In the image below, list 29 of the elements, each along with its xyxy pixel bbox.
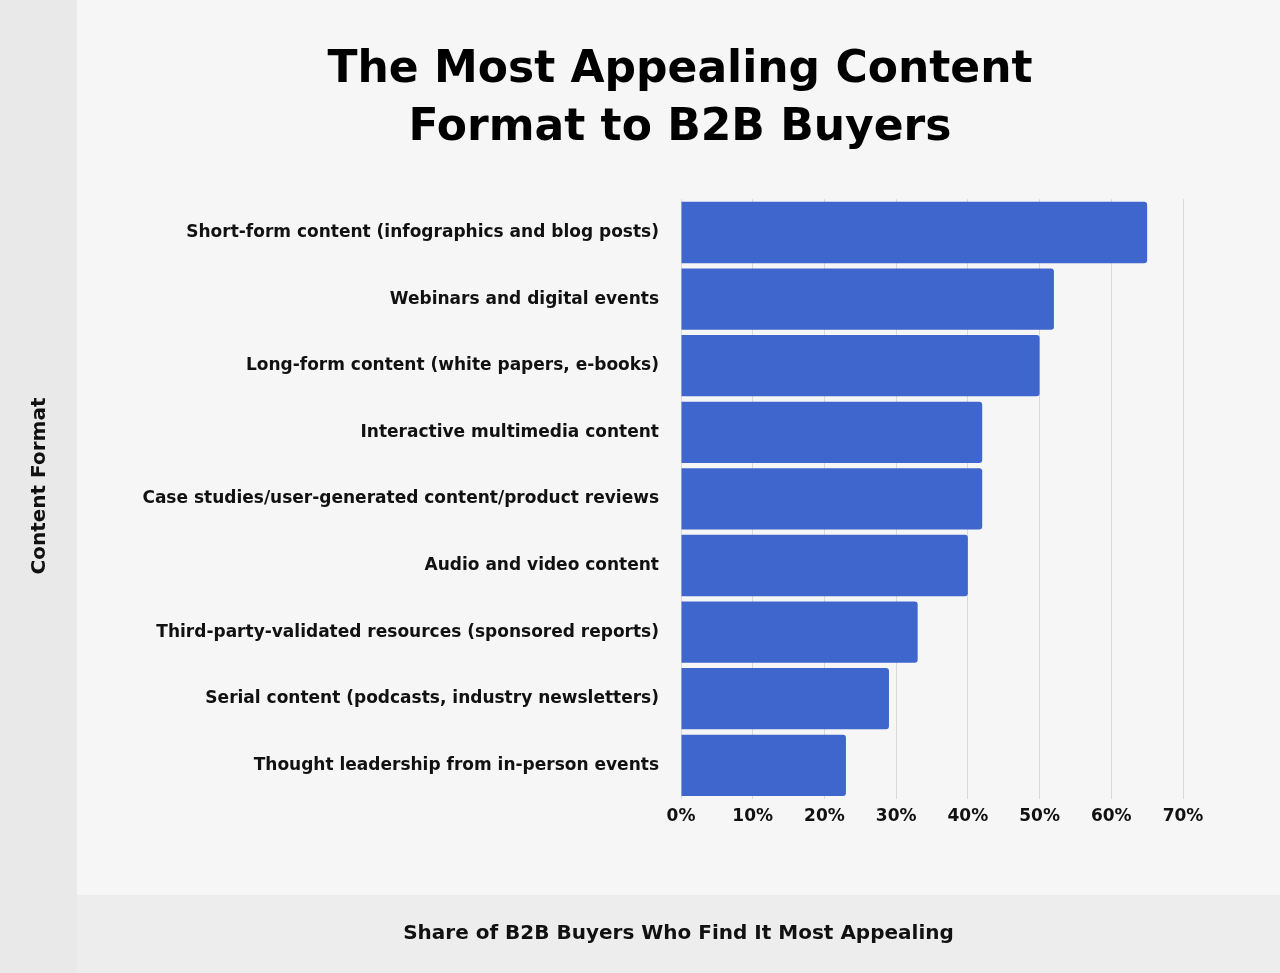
y-axis-title: Content Format bbox=[26, 397, 50, 575]
x-tick-label: 70% bbox=[1162, 805, 1204, 826]
y-tick-label: Serial content (podcasts, industry newsletters) bbox=[205, 687, 659, 708]
bar bbox=[681, 534, 968, 597]
y-tick-label: Interactive multimedia content bbox=[360, 420, 659, 441]
x-axis-title: Share of B2B Buyers Who Find It Most Appealing bbox=[402, 920, 955, 944]
x-tick-label: 0% bbox=[666, 805, 696, 826]
x-tick-label: 60% bbox=[1090, 805, 1132, 826]
bar bbox=[681, 201, 1148, 264]
x-tick-label: 40% bbox=[947, 805, 989, 826]
y-tick-label: Long-form content (white papers, e-books) bbox=[245, 354, 659, 375]
bar bbox=[681, 668, 889, 730]
x-tick-label: 10% bbox=[732, 805, 774, 826]
y-tick-label: Webinars and digital events bbox=[389, 287, 659, 308]
y-tick-label: Third-party-validated resources (sponsored reports) bbox=[156, 620, 659, 641]
y-tick-label: Thought leadership from in-person events bbox=[253, 753, 659, 774]
bar bbox=[681, 268, 1054, 330]
y-tick-label: Case studies/user-generated content/product reviews bbox=[142, 487, 659, 508]
bar bbox=[681, 335, 1040, 397]
x-tick-label: 50% bbox=[1019, 805, 1060, 826]
y-tick-label: Short-form content (infographics and blog posts) bbox=[186, 220, 659, 241]
y-tick-label: Audio and video content bbox=[424, 553, 659, 574]
bar bbox=[681, 601, 918, 663]
x-tick-label: 30% bbox=[875, 805, 917, 826]
x-tick-label: 20% bbox=[804, 805, 845, 826]
bar bbox=[681, 468, 983, 530]
bar bbox=[681, 401, 983, 463]
bar bbox=[681, 734, 846, 796]
chart-title: The Most Appealing Content Format to B2B Buyers bbox=[326, 40, 1034, 152]
